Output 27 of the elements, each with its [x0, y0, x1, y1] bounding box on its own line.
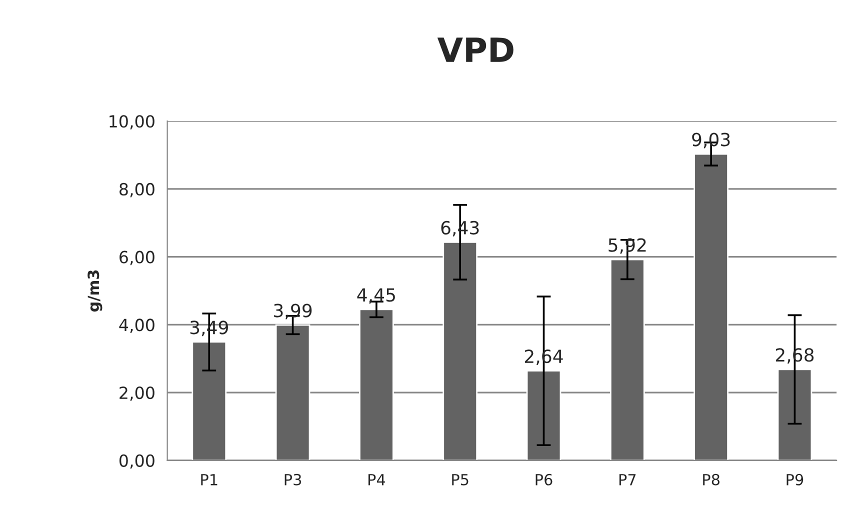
x-tick-label: P3 [284, 474, 302, 486]
bar [694, 153, 728, 460]
x-tick-label: P5 [452, 474, 468, 486]
bar [777, 368, 812, 460]
bar [275, 324, 310, 460]
data-label: 3,99 [274, 304, 312, 320]
y-tick-label: 10,00 [110, 115, 154, 130]
bar [526, 370, 562, 460]
y-axis-title: g/m3 [88, 270, 102, 312]
x-tick-label: P6 [536, 474, 552, 486]
x-tick-label: P4 [368, 474, 386, 486]
y-tick-label: 8,00 [120, 182, 154, 198]
y-tick-label: 2,00 [120, 386, 154, 401]
x-tick-label: P7 [619, 474, 636, 486]
bar [359, 308, 394, 460]
y-tick-label: 0,00 [119, 454, 154, 469]
chart-title: VPD [437, 38, 514, 62]
x-tick-label: P1 [201, 474, 218, 486]
y-tick-label: 4,00 [119, 318, 154, 333]
data-label: 4,45 [357, 288, 395, 304]
bar [442, 242, 478, 460]
data-label: 9,03 [692, 132, 730, 148]
bar [610, 258, 645, 460]
y-tick-label: 6,00 [120, 250, 154, 266]
bar [192, 341, 227, 460]
x-tick-label: P8 [703, 474, 720, 486]
x-tick-label: P9 [786, 474, 804, 486]
